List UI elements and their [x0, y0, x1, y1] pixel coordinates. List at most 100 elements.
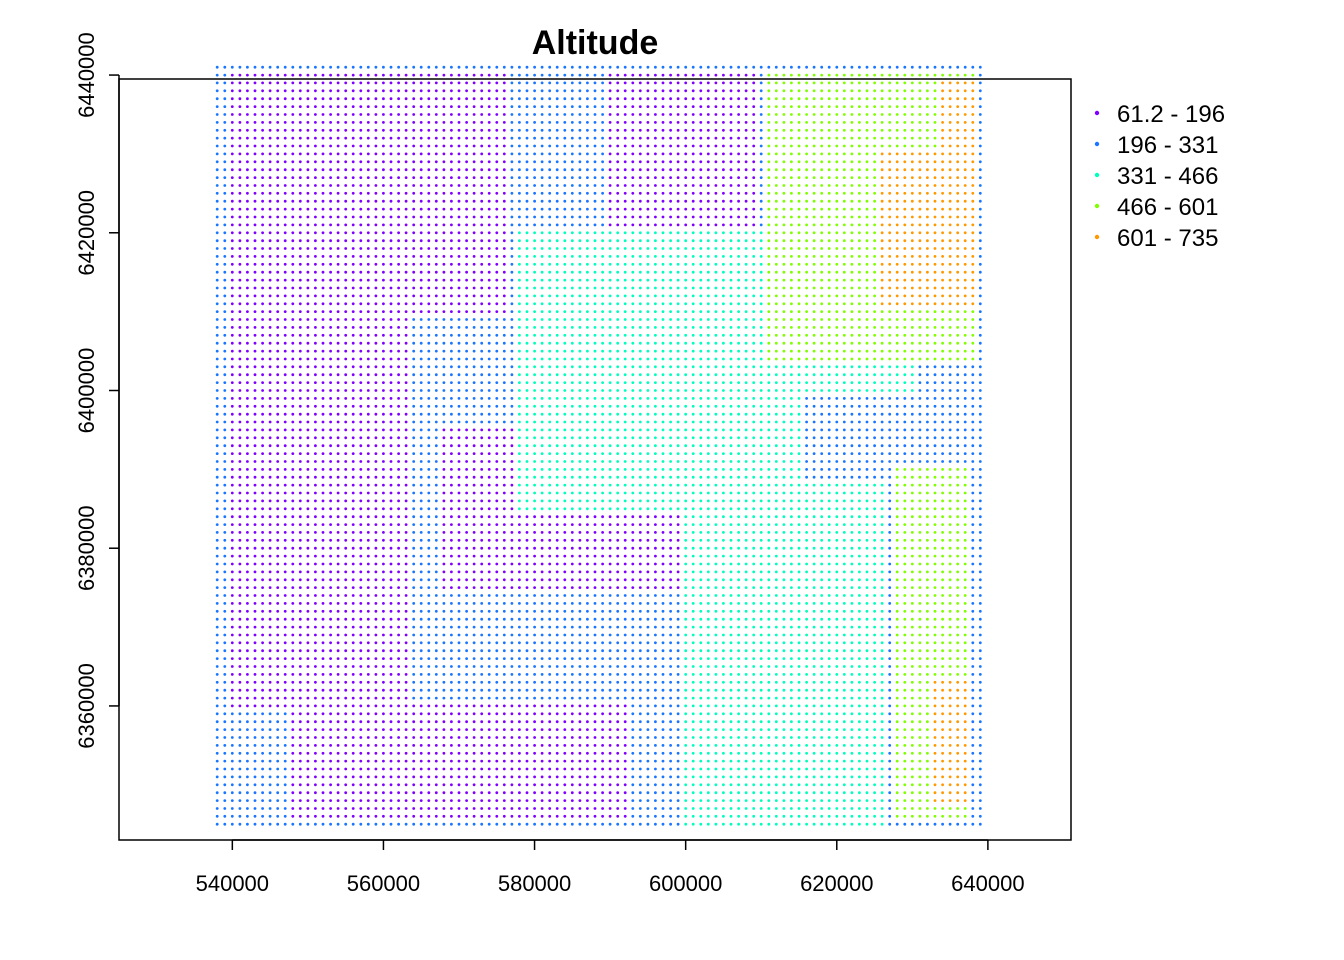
data-point: [336, 97, 340, 101]
data-point: [593, 759, 597, 763]
data-point: [442, 65, 446, 69]
data-point: [351, 468, 355, 471]
data-point: [306, 73, 310, 77]
data-point: [382, 759, 385, 763]
data-point: [570, 499, 574, 503]
data-point: [321, 680, 325, 684]
data-point: [510, 397, 514, 400]
data-point: [540, 318, 544, 321]
data-point: [563, 397, 567, 400]
data-point: [419, 270, 423, 274]
data-point: [450, 641, 453, 645]
data-point: [336, 207, 340, 211]
data-point: [351, 609, 355, 613]
data-point: [472, 207, 476, 211]
data-point: [215, 255, 219, 258]
data-point: [563, 113, 567, 116]
data-point: [570, 673, 574, 676]
data-point: [570, 349, 574, 353]
data-point: [223, 168, 227, 172]
data-point: [238, 326, 242, 329]
data-point: [336, 468, 340, 471]
data-point: [306, 814, 310, 818]
data-point: [540, 247, 544, 250]
data-point: [578, 578, 582, 582]
data-point: [518, 744, 521, 747]
data-point: [351, 428, 355, 432]
data-point: [314, 199, 317, 203]
data-point: [578, 633, 582, 637]
data-point: [570, 791, 574, 795]
data-point: [442, 483, 446, 487]
data-point: [366, 807, 370, 810]
data-point: [450, 73, 453, 77]
data-point: [223, 239, 227, 243]
data-point: [487, 389, 491, 392]
data-point: [298, 255, 302, 258]
data-point: [548, 184, 552, 187]
data-point: [397, 673, 400, 676]
data-point: [389, 688, 393, 692]
chart-title: Altitude: [532, 24, 659, 62]
data-point: [533, 176, 536, 180]
data-point: [434, 105, 438, 108]
data-point: [570, 326, 574, 329]
data-point: [261, 609, 264, 613]
data-point: [518, 736, 521, 739]
data-point: [314, 586, 317, 589]
data-point: [404, 113, 408, 116]
data-point: [412, 751, 416, 755]
data-point: [518, 136, 521, 140]
data-point: [336, 767, 340, 771]
data-point: [366, 617, 370, 621]
data-point: [450, 278, 453, 282]
data-point: [238, 215, 242, 219]
data-point: [397, 349, 400, 353]
data-point: [306, 609, 310, 613]
data-point: [314, 736, 317, 739]
data-point: [306, 822, 310, 826]
data-point: [570, 688, 574, 692]
data-point: [419, 326, 423, 329]
data-point: [510, 531, 514, 534]
data-point: [412, 128, 416, 132]
data-point: [382, 554, 385, 558]
data-point: [366, 696, 370, 700]
data-point: [593, 349, 597, 353]
data-point: [306, 554, 310, 558]
data-point: [533, 381, 536, 384]
data-point: [555, 531, 559, 534]
data-point: [586, 412, 589, 416]
data-point: [450, 728, 453, 731]
data-point: [533, 744, 536, 747]
data-point: [230, 594, 234, 597]
data-point: [374, 168, 378, 172]
data-point: [382, 97, 385, 101]
data-point: [374, 255, 378, 258]
data-point: [434, 270, 438, 274]
data-point: [382, 397, 385, 400]
data-point: [336, 113, 340, 116]
data-point: [359, 389, 363, 392]
data-point: [238, 586, 242, 589]
data-point: [389, 475, 393, 479]
data-point: [555, 791, 559, 795]
data-point: [555, 444, 559, 448]
data-point: [298, 538, 302, 542]
data-point: [480, 633, 484, 637]
data-point: [359, 783, 363, 787]
data-point: [298, 728, 302, 731]
data-point: [261, 736, 264, 739]
data-point: [246, 381, 249, 384]
data-point: [306, 349, 310, 353]
data-point: [291, 318, 295, 321]
data-point: [480, 814, 484, 818]
data-point: [465, 594, 468, 597]
data-point: [434, 704, 438, 708]
data-point: [397, 499, 400, 503]
data-point: [533, 349, 536, 353]
data-point: [261, 184, 264, 187]
data-point: [450, 136, 453, 140]
data-point: [419, 609, 423, 613]
data-point: [404, 649, 408, 653]
